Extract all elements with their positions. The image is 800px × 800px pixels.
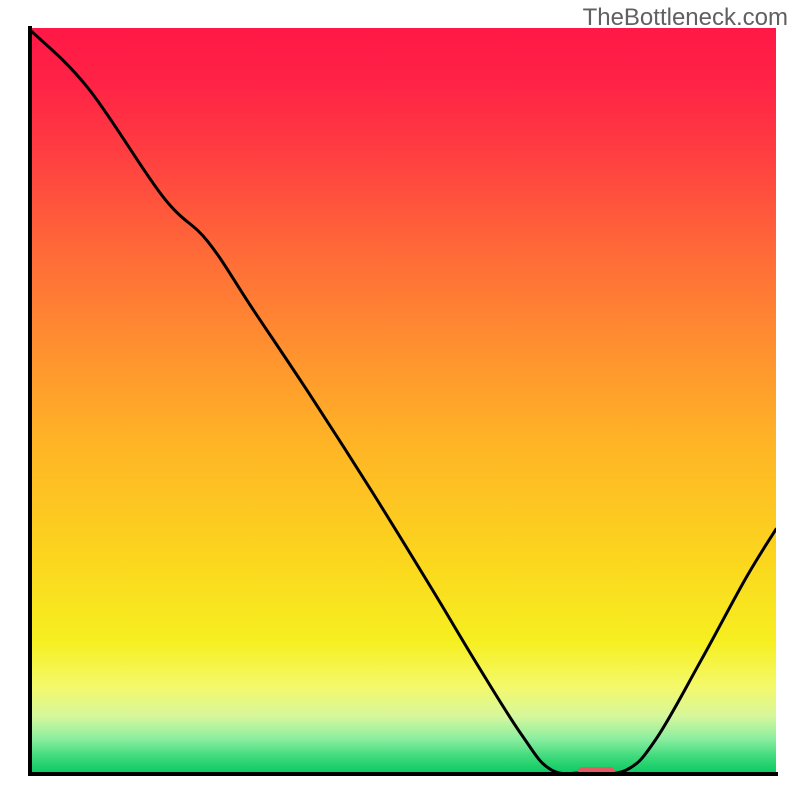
plot-background-gradient [28,28,776,776]
bottleneck-chart [0,0,800,800]
chart-frame: TheBottleneck.com [0,0,800,800]
watermark-text: TheBottleneck.com [583,4,788,32]
